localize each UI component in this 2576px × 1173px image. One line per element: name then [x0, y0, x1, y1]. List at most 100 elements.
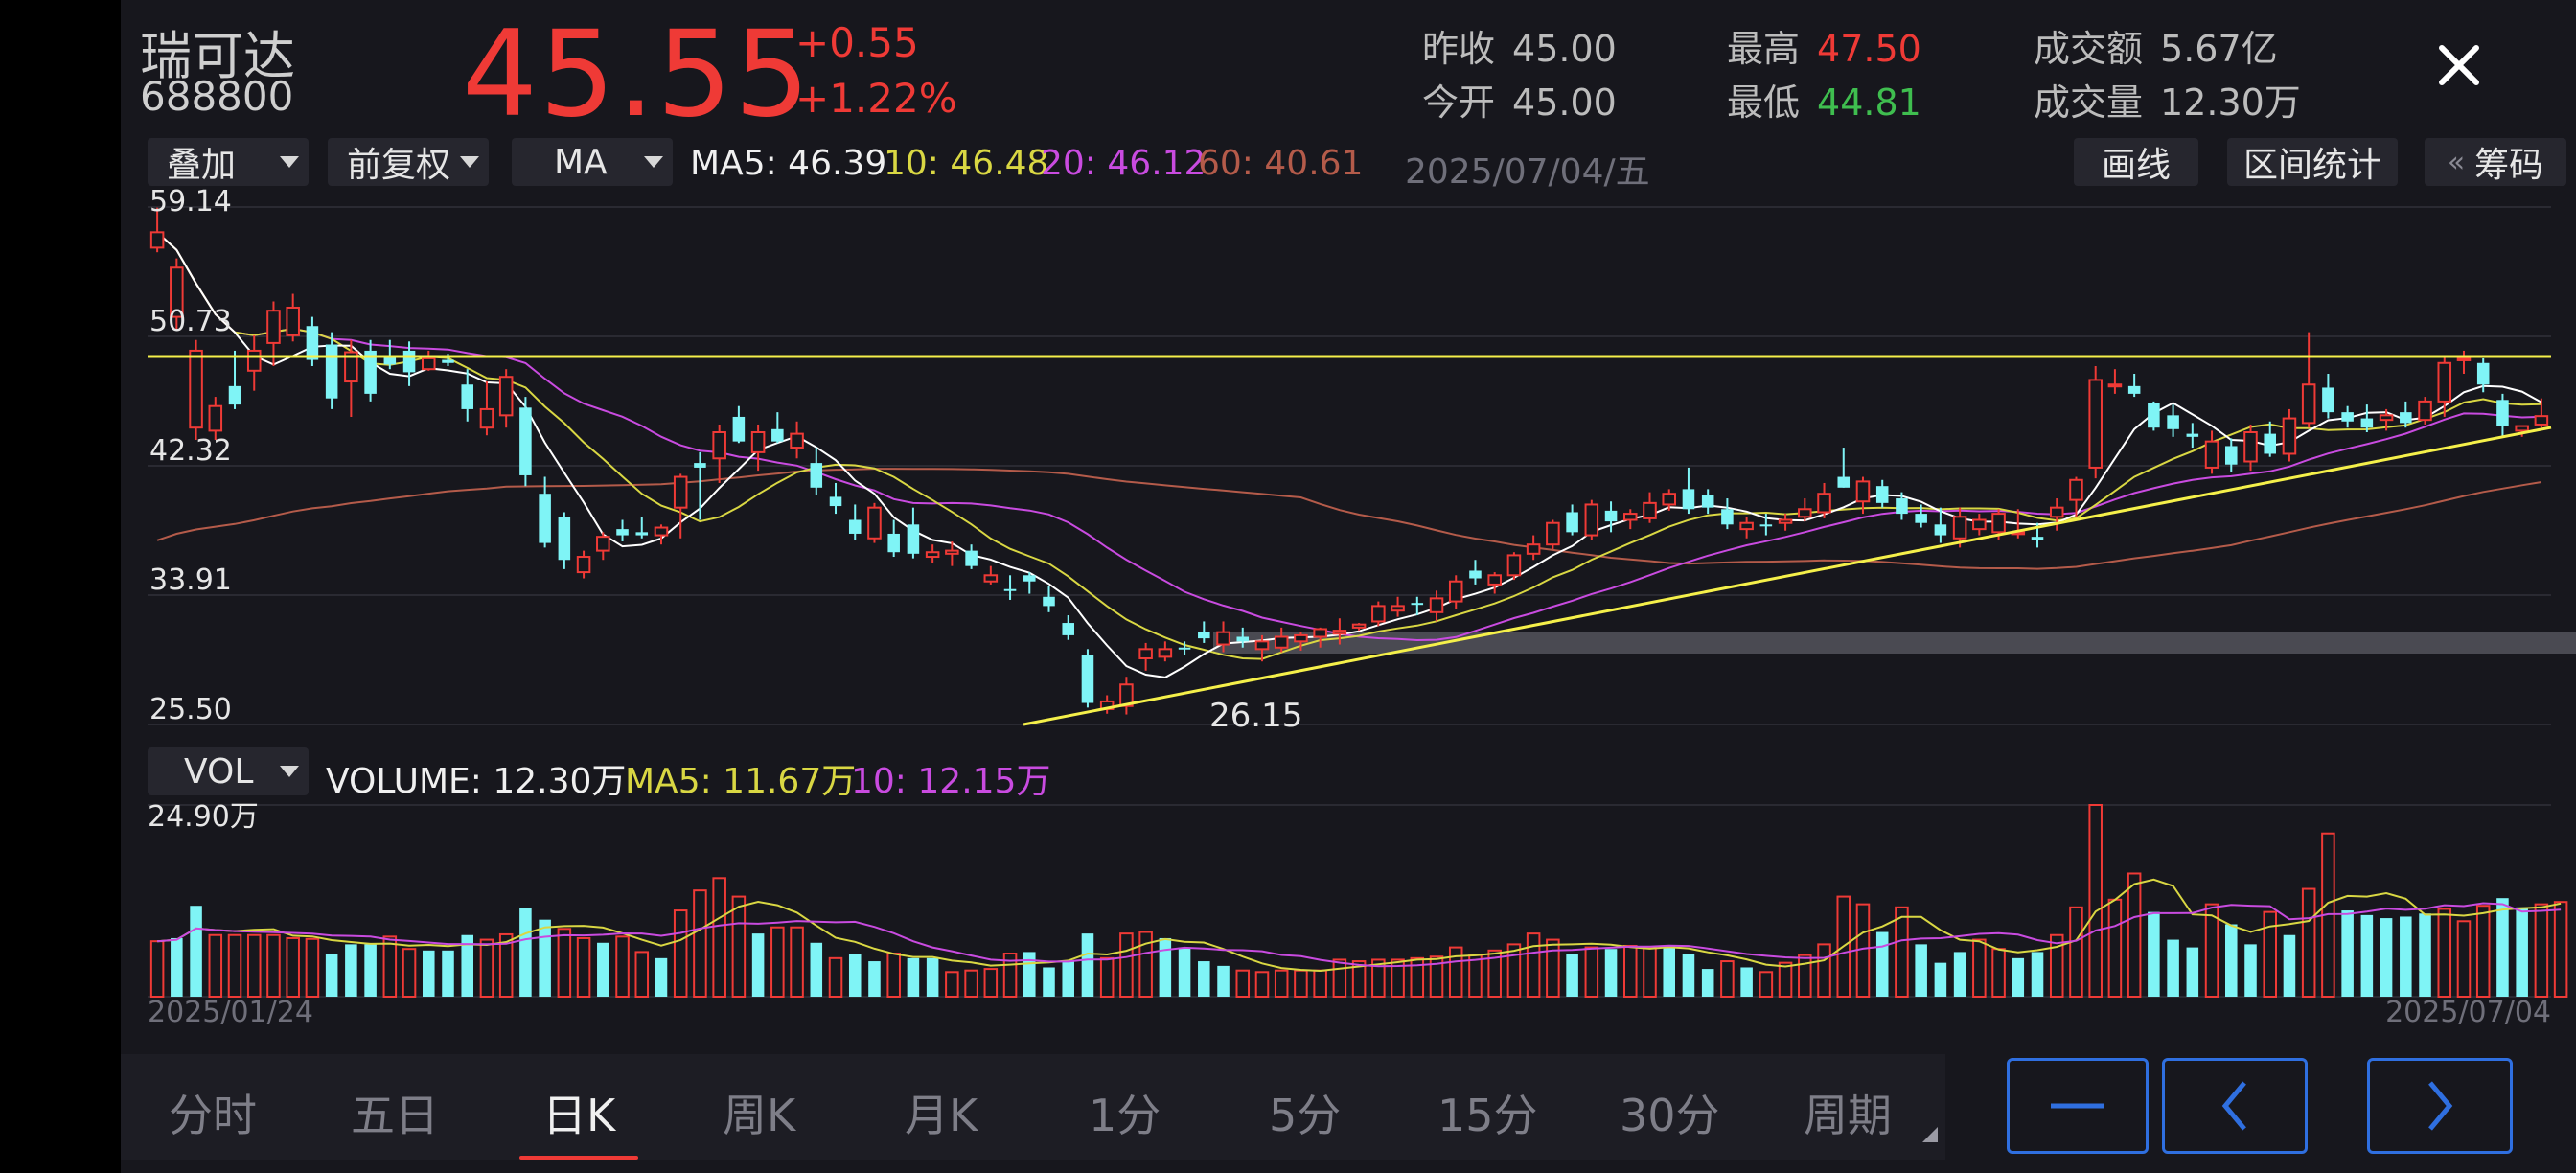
tab-5min[interactable]: 5分	[1269, 1090, 1342, 1141]
double-chevron-left-icon: «	[2447, 145, 2466, 179]
tab-30min[interactable]: 30分	[1620, 1090, 1720, 1141]
price-axis-label: 25.50	[150, 693, 232, 726]
volume-bar	[597, 942, 610, 997]
volume-bar	[2186, 947, 2199, 997]
candle	[170, 266, 184, 318]
open: 今开 45.00	[1422, 73, 1617, 126]
indicator-dropdown[interactable]: MA	[512, 138, 673, 186]
close-icon[interactable]	[2430, 36, 2488, 94]
chips-button[interactable]: «筹码	[2425, 138, 2566, 186]
minus-button[interactable]	[2007, 1058, 2149, 1154]
tab-15min[interactable]: 15分	[1438, 1090, 1538, 1141]
candle	[306, 326, 319, 360]
amount-label: 成交额	[2034, 28, 2144, 70]
candle	[2418, 400, 2432, 422]
candle	[558, 517, 571, 561]
candle	[1024, 575, 1036, 582]
candle	[1837, 476, 1851, 488]
volume-bar	[751, 933, 765, 997]
volume-bar	[2107, 898, 2123, 998]
volume-current: VOLUME: 12.30万	[326, 762, 627, 801]
overlay-dropdown[interactable]: 叠加	[148, 138, 309, 186]
volume-bar	[2244, 944, 2257, 997]
candles	[150, 207, 2549, 715]
candle	[2496, 400, 2509, 426]
ma5-line	[156, 231, 2542, 678]
volume-bar	[634, 951, 650, 998]
candle	[673, 475, 688, 509]
candle	[2456, 356, 2472, 361]
candle	[1178, 647, 1191, 650]
kline-chart[interactable]: 59.14 50.73 42.32 33.91 25.50 26.15 24.90万 2…	[121, 0, 2576, 1173]
candle	[1469, 570, 1482, 579]
tab-daily-k[interactable]: 日K	[542, 1090, 616, 1141]
chevron-right-icon	[2428, 1081, 2453, 1131]
stock-chart-screen: 瑞可达 688800 45.55 +0.55 +1.22% 昨收 45.00 今开…	[121, 0, 2576, 1173]
candle	[1952, 516, 1967, 540]
volume-ma5: MA5: 11.67万	[625, 762, 857, 801]
volume-bar	[2456, 920, 2472, 999]
candle	[422, 356, 436, 371]
low-label: 最低	[1727, 81, 1801, 124]
volume-ma10-line	[157, 902, 2562, 968]
candle	[1313, 628, 1327, 638]
candle	[1254, 640, 1270, 651]
volume-ma10: 10: 12.15万	[851, 762, 1051, 801]
tab-intraday[interactable]: 分时	[169, 1090, 257, 1141]
tab-monthly-k[interactable]: 月K	[905, 1090, 978, 1141]
candle	[1003, 588, 1017, 591]
candle	[461, 384, 473, 409]
volume-bar	[479, 938, 494, 999]
candle	[887, 533, 900, 553]
volume-indicator-dropdown[interactable]: VOL	[148, 748, 309, 795]
prev-close-label: 昨收	[1422, 28, 1496, 70]
candle	[228, 385, 242, 405]
volume-bar	[150, 940, 165, 999]
candle	[1778, 518, 1793, 524]
candle	[2437, 361, 2452, 402]
candle	[1198, 632, 1210, 639]
volume-bar	[1526, 932, 1541, 998]
candle	[2069, 478, 2083, 501]
candle	[1411, 603, 1424, 606]
ma60-path	[156, 468, 2542, 570]
volume-bar	[2127, 872, 2142, 999]
vma5-path	[157, 878, 2562, 973]
draw-line-button[interactable]: 画线	[2074, 138, 2198, 186]
volume-value: 12.30万	[2160, 81, 2301, 124]
volume-bar	[2148, 911, 2160, 997]
candle	[1915, 514, 1927, 523]
candle	[2049, 506, 2064, 518]
volume-bar	[266, 933, 281, 999]
candle	[1546, 521, 1560, 546]
prev-close: 昨收 45.00	[1422, 19, 1617, 72]
candle	[2400, 412, 2412, 424]
range-stats-label: 区间统计	[2242, 146, 2381, 185]
volume-bar	[1682, 954, 1695, 997]
candle	[325, 344, 338, 399]
minus-icon	[2051, 1103, 2104, 1109]
next-button[interactable]	[2367, 1058, 2513, 1154]
candle	[246, 349, 262, 372]
tab-period[interactable]: 周期	[1804, 1090, 1892, 1141]
volume-bar	[2496, 898, 2509, 997]
candle	[1855, 480, 1871, 503]
candle	[712, 431, 726, 460]
candle	[402, 350, 416, 373]
volume-bar	[1915, 944, 1927, 997]
candle	[635, 532, 649, 536]
prev-button[interactable]	[2162, 1058, 2308, 1154]
range-stats-button[interactable]: 区间统计	[2227, 138, 2398, 186]
volume-bar	[208, 933, 223, 999]
candle	[1332, 630, 1347, 635]
adjust-dropdown[interactable]: 前复权	[328, 138, 489, 186]
tab-five-day[interactable]: 五日	[351, 1090, 439, 1141]
volume-bar	[557, 928, 572, 998]
tab-1min[interactable]: 1分	[1089, 1090, 1162, 1141]
volume-bar	[539, 919, 551, 997]
price-axis-label: 33.91	[150, 564, 232, 597]
volume-bar	[190, 906, 202, 997]
candle	[1566, 512, 1578, 533]
tab-weekly-k[interactable]: 周K	[723, 1090, 796, 1141]
low-value: 44.81	[1817, 81, 1921, 124]
